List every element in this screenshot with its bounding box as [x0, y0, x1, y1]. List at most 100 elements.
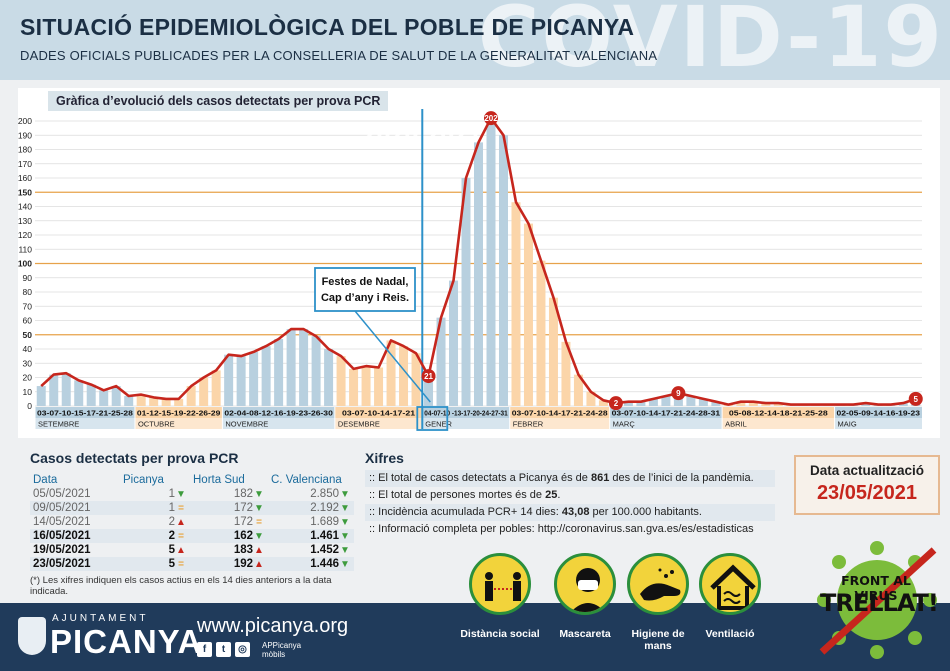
website-link[interactable]: www.picanya.org: [197, 615, 349, 637]
trend-up-icon: ▲: [254, 545, 264, 556]
xifres-text: des de l’inici de la pandèmia.: [609, 472, 754, 484]
virus-text-line1: FRONT AL VIRUS: [841, 573, 911, 603]
axis-month-band: [722, 418, 835, 429]
chart-bar: [336, 356, 346, 406]
col-picanya: Picanya: [123, 473, 164, 486]
virus-text-line2: TRELLAT!: [820, 589, 939, 617]
chart-bar: [449, 280, 459, 406]
measure-label-hygiene: Higiene de mans: [631, 628, 685, 652]
y-tick-label: 150: [18, 187, 32, 197]
axis-days-band: [222, 407, 335, 418]
cell-value: 05/05/2021: [33, 488, 91, 500]
covid-watermark: COVID-19: [477, 0, 944, 80]
cell-horta: 182 ▼: [190, 487, 268, 501]
app-label-2: mòbils: [262, 650, 286, 659]
cell-value: 14/05/2021: [33, 516, 91, 528]
annotation-box: [314, 267, 416, 312]
table-row: 16/05/2021 2 = 162 ▼ 1.461 ▼: [30, 529, 354, 543]
chart-bar: [498, 135, 508, 406]
month-label: FEBRER: [513, 420, 544, 429]
month-label: MARÇ: [613, 420, 636, 429]
trend-down-icon: ▼: [254, 531, 264, 542]
chart-bar: [399, 346, 409, 406]
month-label: NOVEMBRE: [225, 420, 268, 429]
chart-bar: [561, 341, 571, 406]
month-label: DESEMBRE: [338, 420, 380, 429]
instagram-icon[interactable]: ◎: [235, 642, 250, 657]
axis-month-band: [834, 418, 922, 429]
axis-month-band: [422, 418, 510, 429]
cell-date: 19/05/2021: [30, 543, 120, 557]
x-tick-label: 02-04-08-12-16-19-23-26-30: [224, 409, 332, 418]
cell-value: 1.461: [310, 530, 339, 542]
chart-bar: [74, 380, 84, 406]
col-horta-sud: Horta Sud: [193, 473, 245, 486]
col-date: Data: [33, 473, 58, 486]
cell-value: 1.446: [310, 558, 339, 570]
xifres-line: :: El total de persones mortes és de 25.: [365, 487, 775, 504]
year-label-2021: 2021: [426, 122, 482, 146]
cell-picanya: 1 ▼: [120, 487, 190, 501]
cell-date: 09/05/2021: [30, 501, 120, 515]
chart-panel: 0 10 20 30 40 50 60 70 80 90 100 110 120 130 140 150 160…: [18, 88, 940, 438]
x-tick-label: 03-07-10-14-17-21-24-28-31: [612, 409, 720, 418]
cases-table-header: Data Picanya Horta Sud C. Valenciana: [30, 472, 354, 487]
highlight-point-label: 202: [484, 114, 498, 123]
axis-days-band: [134, 407, 223, 418]
cell-value: 172: [233, 502, 253, 514]
mask-icon: [552, 553, 618, 615]
xifres-text: per 100.000 habitants.: [589, 506, 702, 518]
chart-title: Gràfica d’evolució dels casos detectats …: [48, 91, 389, 111]
picanya-shield-icon: [18, 617, 46, 655]
xifres-text: :: Informació completa per pobles: http:…: [369, 523, 754, 535]
cell-horta: 172 =: [190, 515, 268, 529]
chart-bar: [736, 401, 746, 406]
trend-equal-icon: =: [178, 559, 184, 570]
y-tick-label: 50: [23, 330, 33, 340]
trend-up-icon: ▲: [176, 517, 186, 528]
xifres-text: .: [557, 489, 561, 501]
table-row: 09/05/2021 1 = 172 ▼ 2.192 ▼: [30, 501, 354, 515]
x-tick-label: 03-07-10-14-17-21: [342, 409, 415, 418]
axis-month-band: [134, 418, 223, 429]
y-tick-label: 40: [23, 344, 33, 354]
year-label-2020: 2020: [363, 122, 419, 146]
y-tick-label: 120: [18, 230, 32, 240]
cell-horta: 183 ▲: [190, 543, 268, 557]
xifres-text: :: El total de casos detectats a Picanya…: [369, 472, 591, 484]
month-label: SETEMBRE: [38, 420, 79, 429]
app-label[interactable]: APPicanya mòbils: [262, 641, 301, 659]
highlight-point-label: 2: [614, 399, 619, 408]
highlight-point-label: 5: [914, 395, 919, 404]
x-tick-label: 03-07-10-14-17-21-24-28: [512, 409, 608, 418]
chart-bar: [648, 398, 658, 406]
cell-picanya: 2 ▲: [120, 515, 190, 529]
trend-up-icon: ▲: [176, 545, 186, 556]
xifres-value: 861: [590, 472, 610, 484]
facebook-icon[interactable]: f: [197, 642, 212, 657]
xifres-line: :: Informació completa per pobles: http:…: [365, 521, 775, 538]
trend-equal-icon: =: [256, 517, 262, 528]
y-tick-label: 130: [18, 216, 32, 226]
chart-bar: [636, 401, 646, 406]
month-label: GENER: [425, 420, 452, 429]
y-tick-label: 20: [23, 373, 33, 383]
hand-hygiene-icon: [625, 553, 691, 615]
chart-bar: [361, 366, 371, 406]
chart-bar: [224, 354, 234, 406]
ventilation-icon: [697, 553, 763, 615]
x-tick-label: 02-05-09-14-16-19-23: [837, 409, 920, 418]
update-label: Data actualització: [809, 463, 925, 478]
x-tick-label: 04-07-10 -13-17-20-24-27-31: [424, 409, 507, 418]
y-tick-label: 170: [18, 159, 32, 169]
trend-up-icon: ▲: [254, 559, 264, 570]
chart-bar: [773, 403, 783, 406]
footer: AJUNTAMENT PICANYA www.picanya.org f t ◎…: [0, 603, 950, 671]
chart-bar: [461, 178, 471, 406]
twitter-icon[interactable]: t: [216, 642, 231, 657]
cell-value: 2.850: [310, 488, 339, 500]
chart-bar: [411, 353, 421, 406]
chart-bar: [898, 403, 908, 406]
cell-horta: 172 ▼: [190, 501, 268, 515]
xifres-title: Xifres: [365, 450, 404, 466]
